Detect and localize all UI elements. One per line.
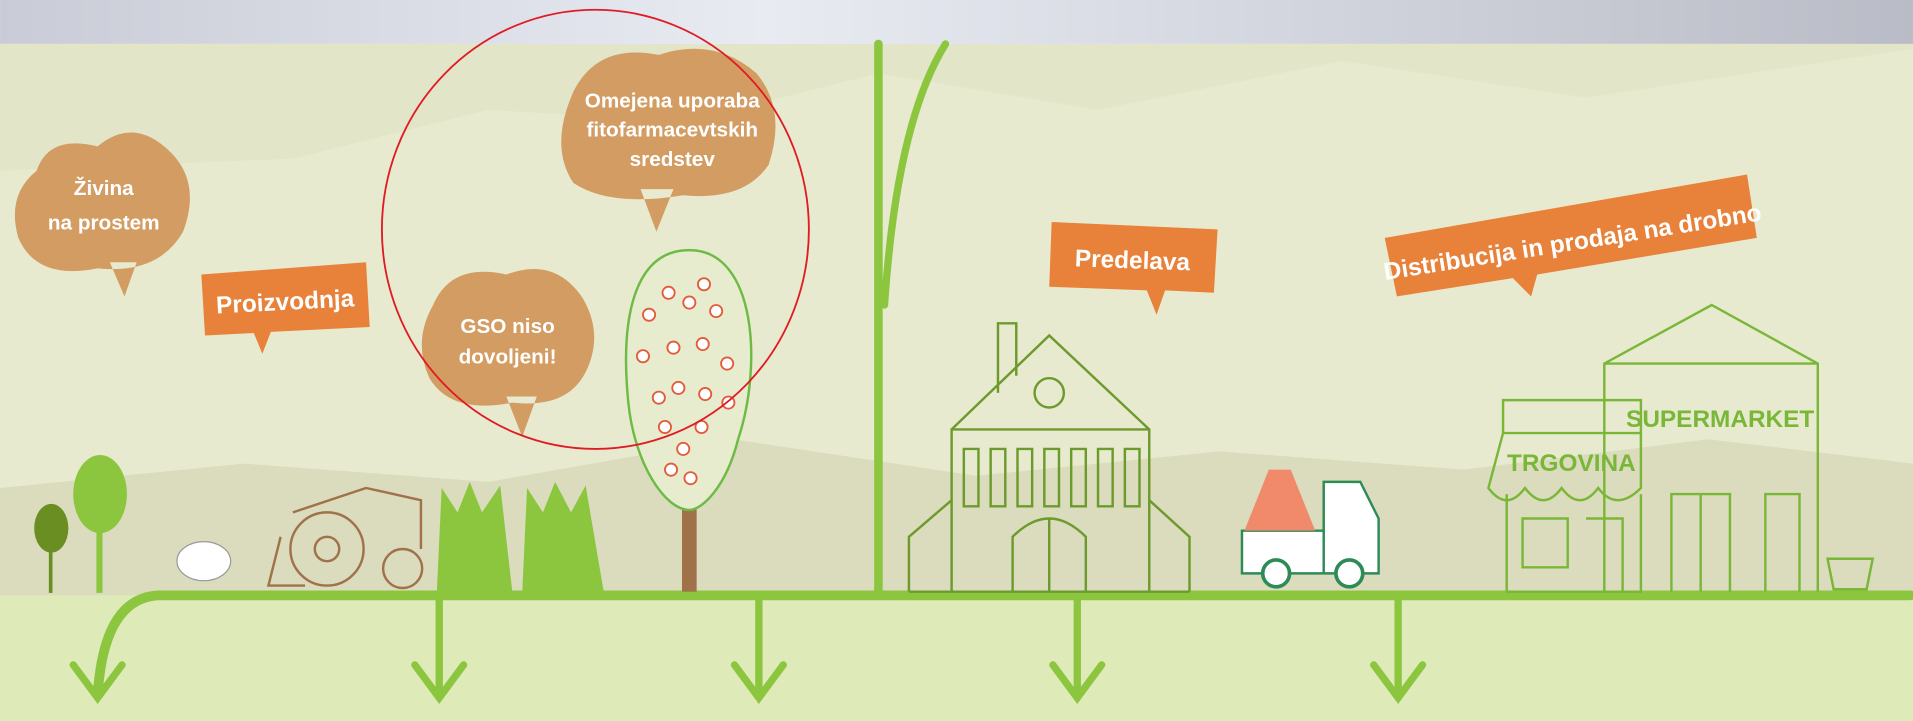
ground bbox=[0, 595, 1913, 721]
shop-sign: SUPERMARKET bbox=[1626, 406, 1814, 433]
infographic: Živina na prostem Omejena uporaba fitofarm… bbox=[0, 0, 1913, 721]
shop-sign: TRGOVINA bbox=[1507, 450, 1636, 477]
sheep bbox=[177, 542, 231, 581]
callout-line: dovoljeni! bbox=[459, 346, 557, 369]
callout-line: GSO niso bbox=[460, 315, 554, 338]
tag-label: Predelava bbox=[1074, 245, 1191, 276]
callout-line: na prostem bbox=[48, 211, 160, 234]
callout-line: Živina bbox=[74, 176, 134, 200]
callout-line: fitofarmacevtskih bbox=[586, 119, 758, 142]
top-strip bbox=[0, 0, 1913, 44]
callout-line: Omejena uporaba bbox=[585, 89, 760, 112]
callout-line: sredstev bbox=[630, 148, 716, 171]
page: Živina na prostem Omejena uporaba fitofarm… bbox=[0, 0, 1913, 721]
